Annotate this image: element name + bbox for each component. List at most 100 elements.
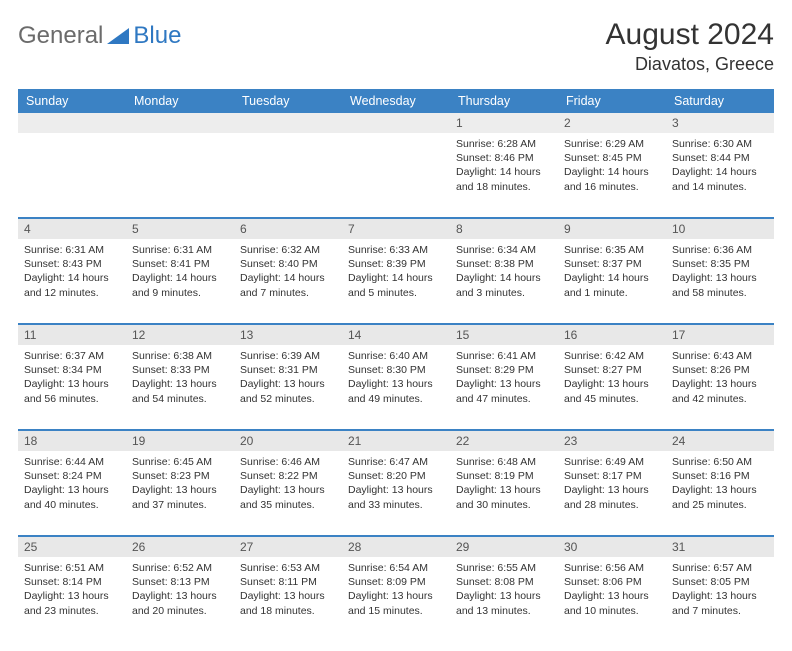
sunset-text: Sunset: 8:38 PM xyxy=(456,257,552,271)
day-cell: Sunrise: 6:43 AMSunset: 8:26 PMDaylight:… xyxy=(666,345,774,429)
day-cell: Sunrise: 6:52 AMSunset: 8:13 PMDaylight:… xyxy=(126,557,234,641)
day-cell: Sunrise: 6:33 AMSunset: 8:39 PMDaylight:… xyxy=(342,239,450,323)
sunrise-text: Sunrise: 6:55 AM xyxy=(456,561,552,575)
daylight-text: and 58 minutes. xyxy=(672,286,768,300)
date-number: 4 xyxy=(18,219,126,239)
date-number: 3 xyxy=(666,113,774,133)
daylight-text: and 42 minutes. xyxy=(672,392,768,406)
day-cell: Sunrise: 6:39 AMSunset: 8:31 PMDaylight:… xyxy=(234,345,342,429)
brand-word-2: Blue xyxy=(133,22,181,50)
sunset-text: Sunset: 8:40 PM xyxy=(240,257,336,271)
daylight-text: Daylight: 13 hours xyxy=(672,483,768,497)
date-number-row: 18192021222324 xyxy=(18,429,774,451)
sunset-text: Sunset: 8:46 PM xyxy=(456,151,552,165)
day-cell: Sunrise: 6:37 AMSunset: 8:34 PMDaylight:… xyxy=(18,345,126,429)
daylight-text: Daylight: 13 hours xyxy=(348,377,444,391)
date-number: 30 xyxy=(558,537,666,557)
daylight-text: and 45 minutes. xyxy=(564,392,660,406)
title-block: August 2024 Diavatos, Greece xyxy=(606,18,774,75)
sunset-text: Sunset: 8:20 PM xyxy=(348,469,444,483)
date-number: 26 xyxy=(126,537,234,557)
day-cell: Sunrise: 6:31 AMSunset: 8:43 PMDaylight:… xyxy=(18,239,126,323)
daylight-text: and 56 minutes. xyxy=(24,392,120,406)
daylight-text: Daylight: 14 hours xyxy=(456,165,552,179)
weekday-header: Monday xyxy=(126,89,234,113)
sunset-text: Sunset: 8:33 PM xyxy=(132,363,228,377)
daylight-text: Daylight: 14 hours xyxy=(564,165,660,179)
date-number: 14 xyxy=(342,325,450,345)
sunrise-text: Sunrise: 6:31 AM xyxy=(132,243,228,257)
date-number: 24 xyxy=(666,431,774,451)
date-number: 22 xyxy=(450,431,558,451)
sunset-text: Sunset: 8:13 PM xyxy=(132,575,228,589)
daylight-text: and 16 minutes. xyxy=(564,180,660,194)
daylight-text: Daylight: 13 hours xyxy=(564,589,660,603)
date-number: 5 xyxy=(126,219,234,239)
week-row: Sunrise: 6:51 AMSunset: 8:14 PMDaylight:… xyxy=(18,557,774,641)
sunrise-text: Sunrise: 6:53 AM xyxy=(240,561,336,575)
date-number: 11 xyxy=(18,325,126,345)
day-cell: Sunrise: 6:51 AMSunset: 8:14 PMDaylight:… xyxy=(18,557,126,641)
sunset-text: Sunset: 8:43 PM xyxy=(24,257,120,271)
day-cell: Sunrise: 6:29 AMSunset: 8:45 PMDaylight:… xyxy=(558,133,666,217)
day-cell: Sunrise: 6:42 AMSunset: 8:27 PMDaylight:… xyxy=(558,345,666,429)
daylight-text: and 1 minute. xyxy=(564,286,660,300)
daylight-text: Daylight: 13 hours xyxy=(240,483,336,497)
date-number: 7 xyxy=(342,219,450,239)
date-number: 29 xyxy=(450,537,558,557)
day-cell: Sunrise: 6:41 AMSunset: 8:29 PMDaylight:… xyxy=(450,345,558,429)
sunrise-text: Sunrise: 6:56 AM xyxy=(564,561,660,575)
day-cell: Sunrise: 6:46 AMSunset: 8:22 PMDaylight:… xyxy=(234,451,342,535)
sunrise-text: Sunrise: 6:43 AM xyxy=(672,349,768,363)
week-row: Sunrise: 6:37 AMSunset: 8:34 PMDaylight:… xyxy=(18,345,774,429)
daylight-text: and 23 minutes. xyxy=(24,604,120,618)
sunrise-text: Sunrise: 6:48 AM xyxy=(456,455,552,469)
brand-triangle-icon xyxy=(107,27,129,45)
sunset-text: Sunset: 8:45 PM xyxy=(564,151,660,165)
daylight-text: and 5 minutes. xyxy=(348,286,444,300)
sunset-text: Sunset: 8:37 PM xyxy=(564,257,660,271)
daylight-text: Daylight: 13 hours xyxy=(456,589,552,603)
date-number: 12 xyxy=(126,325,234,345)
daylight-text: and 3 minutes. xyxy=(456,286,552,300)
date-number-row: 45678910 xyxy=(18,217,774,239)
date-number: 31 xyxy=(666,537,774,557)
sunset-text: Sunset: 8:24 PM xyxy=(24,469,120,483)
sunrise-text: Sunrise: 6:51 AM xyxy=(24,561,120,575)
daylight-text: and 18 minutes. xyxy=(456,180,552,194)
sunset-text: Sunset: 8:39 PM xyxy=(348,257,444,271)
sunset-text: Sunset: 8:23 PM xyxy=(132,469,228,483)
date-number xyxy=(18,113,126,133)
sunrise-text: Sunrise: 6:45 AM xyxy=(132,455,228,469)
daylight-text: and 28 minutes. xyxy=(564,498,660,512)
sunset-text: Sunset: 8:19 PM xyxy=(456,469,552,483)
date-number: 20 xyxy=(234,431,342,451)
sunrise-text: Sunrise: 6:54 AM xyxy=(348,561,444,575)
date-number: 6 xyxy=(234,219,342,239)
day-cell: Sunrise: 6:35 AMSunset: 8:37 PMDaylight:… xyxy=(558,239,666,323)
day-cell: Sunrise: 6:57 AMSunset: 8:05 PMDaylight:… xyxy=(666,557,774,641)
daylight-text: Daylight: 14 hours xyxy=(132,271,228,285)
sunrise-text: Sunrise: 6:33 AM xyxy=(348,243,444,257)
sunset-text: Sunset: 8:16 PM xyxy=(672,469,768,483)
date-number: 15 xyxy=(450,325,558,345)
daylight-text: Daylight: 13 hours xyxy=(132,483,228,497)
day-cell xyxy=(126,133,234,217)
daylight-text: Daylight: 13 hours xyxy=(132,589,228,603)
sunrise-text: Sunrise: 6:32 AM xyxy=(240,243,336,257)
date-number: 1 xyxy=(450,113,558,133)
daylight-text: Daylight: 14 hours xyxy=(564,271,660,285)
date-number: 16 xyxy=(558,325,666,345)
sunset-text: Sunset: 8:44 PM xyxy=(672,151,768,165)
day-cell: Sunrise: 6:55 AMSunset: 8:08 PMDaylight:… xyxy=(450,557,558,641)
sunrise-text: Sunrise: 6:49 AM xyxy=(564,455,660,469)
sunset-text: Sunset: 8:26 PM xyxy=(672,363,768,377)
sunrise-text: Sunrise: 6:46 AM xyxy=(240,455,336,469)
daylight-text: Daylight: 14 hours xyxy=(24,271,120,285)
sunset-text: Sunset: 8:27 PM xyxy=(564,363,660,377)
sunrise-text: Sunrise: 6:36 AM xyxy=(672,243,768,257)
daylight-text: Daylight: 14 hours xyxy=(672,165,768,179)
day-cell: Sunrise: 6:53 AMSunset: 8:11 PMDaylight:… xyxy=(234,557,342,641)
daylight-text: Daylight: 14 hours xyxy=(456,271,552,285)
weekday-header: Friday xyxy=(558,89,666,113)
